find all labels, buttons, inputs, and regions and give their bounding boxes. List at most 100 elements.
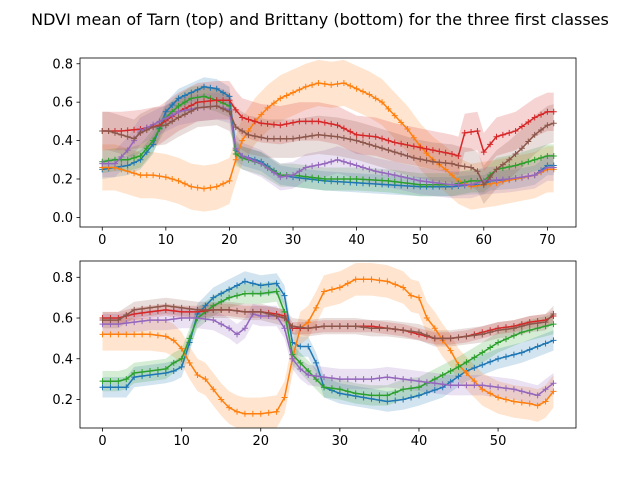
top-series-4-point [493, 176, 500, 183]
bottom-series-0-point [170, 367, 177, 374]
top-series-5-point [124, 133, 131, 140]
bottom-series-1-point [360, 276, 367, 283]
bottom-series-1-point [218, 396, 225, 403]
bottom-series-5-point [447, 335, 454, 342]
top-series-1-point [213, 183, 220, 190]
bottom-series-2-point [368, 392, 375, 399]
bottom-series-1-point [392, 281, 399, 288]
bottom-series-2-point [178, 355, 185, 362]
top-y-tick-label: 0.6 [52, 96, 73, 111]
bottom-series-1-point [186, 359, 193, 366]
bottom-series-4-point [344, 376, 351, 383]
top-series-2-point [315, 175, 322, 182]
figure-title: NDVI mean of Tarn (top) and Brittany (bo… [31, 10, 609, 29]
top-series-4-point [436, 180, 443, 187]
bottom-series-4-point [297, 365, 304, 372]
bottom-series-4-point [408, 377, 415, 384]
bottom-series-5-point [305, 325, 312, 332]
bottom-series-5-point [162, 302, 169, 309]
bottom-series-5-point [542, 319, 549, 326]
bottom-series-5-point [384, 325, 391, 332]
top-series-4-point [366, 166, 373, 173]
top-series-4-point [449, 181, 455, 188]
top-series-5-point [398, 151, 405, 158]
bottom-series-2-point [170, 359, 177, 366]
top-series-3-point [455, 152, 462, 159]
bottom-series-5-point [178, 304, 185, 311]
top-series-3-point [302, 118, 309, 125]
top-series-2-point [328, 175, 335, 182]
top-series-5-point [423, 157, 430, 164]
bottom-series-4-point [210, 317, 217, 324]
bottom-y-tick-label: 0.4 [52, 352, 73, 367]
top-series-4-point [410, 176, 417, 183]
top-series-1-point [264, 104, 271, 111]
top-series-3-point [487, 141, 494, 148]
top-series-4-point [429, 179, 436, 186]
bottom-series-1-point [123, 331, 130, 338]
bottom-series-0-point [510, 351, 517, 358]
bottom-series-4-point [178, 315, 185, 322]
top-series-0-point [169, 102, 176, 109]
top-series-2-point [188, 95, 195, 102]
top-series-5-point [143, 127, 150, 134]
top-series-3-point [417, 144, 424, 151]
bottom-series-2-point [352, 390, 359, 397]
bottom-series-5-point [455, 334, 462, 341]
bottom-series-3-band [102, 303, 554, 345]
top-series-5-point [474, 168, 481, 175]
top-axes-frame [79, 57, 577, 228]
bottom-series-5-point [400, 327, 407, 334]
top-series-5-point [442, 159, 449, 166]
bottom-series-4-point [463, 382, 470, 389]
top-series-5-point [493, 166, 500, 173]
top-series-2-point [550, 152, 557, 159]
top-series-3-point [525, 119, 532, 126]
top-series-5-point [506, 156, 513, 163]
top-series-5-point [410, 154, 417, 161]
top-series-4-point [334, 156, 341, 163]
top-series-4-point [99, 160, 106, 167]
top-series-4-point [169, 111, 176, 118]
top-series-5-point [499, 161, 506, 168]
bottom-series-4-point [455, 382, 462, 389]
bottom-series-0-point [384, 398, 391, 405]
top-x-tick-label: 20 [221, 233, 238, 248]
top-series-5-point [429, 158, 436, 165]
bottom-series-1-point [257, 410, 264, 417]
top-series-1-point [391, 112, 398, 119]
top-series-2-point [143, 145, 150, 152]
top-series-3-point [353, 131, 360, 138]
bottom-series-0-point [257, 282, 264, 289]
bottom-series-5-point [423, 332, 430, 339]
bottom-series-2-point [154, 366, 161, 373]
bottom-series-4-point [431, 380, 438, 387]
bottom-x-tick-label: 50 [490, 434, 507, 449]
top-series-3-point [194, 99, 201, 106]
top-series-3-point [315, 118, 322, 125]
bottom-series-4-point [384, 374, 391, 381]
bottom-series-1-point [162, 333, 169, 340]
bottom-series-0-point [431, 386, 438, 393]
bottom-series-1-point [368, 276, 375, 283]
bottom-series-5-point [123, 311, 130, 318]
bottom-series-1-point [518, 399, 525, 406]
bottom-series-2-point [550, 321, 557, 328]
top-series-4-point [328, 158, 335, 165]
bottom-series-1-point [139, 331, 146, 338]
top-series-0-point [124, 162, 131, 169]
top-series-1-point [290, 89, 297, 96]
top-series-4-point [277, 174, 284, 181]
bottom-series-0-point [502, 353, 509, 360]
bottom-series-4-point [526, 390, 533, 397]
bottom-series-1-point [107, 331, 114, 338]
top-series-4-point [251, 158, 258, 165]
bottom-series-5-point [273, 312, 280, 319]
top-series-5-point [321, 132, 328, 139]
bottom-series-2-line [102, 290, 554, 397]
bottom-series-0-point [550, 337, 557, 344]
top-series-5-point [531, 131, 538, 138]
bottom-series-0-point [526, 346, 533, 353]
top-series-5-point [175, 114, 182, 121]
top-series-3-point [423, 145, 430, 152]
